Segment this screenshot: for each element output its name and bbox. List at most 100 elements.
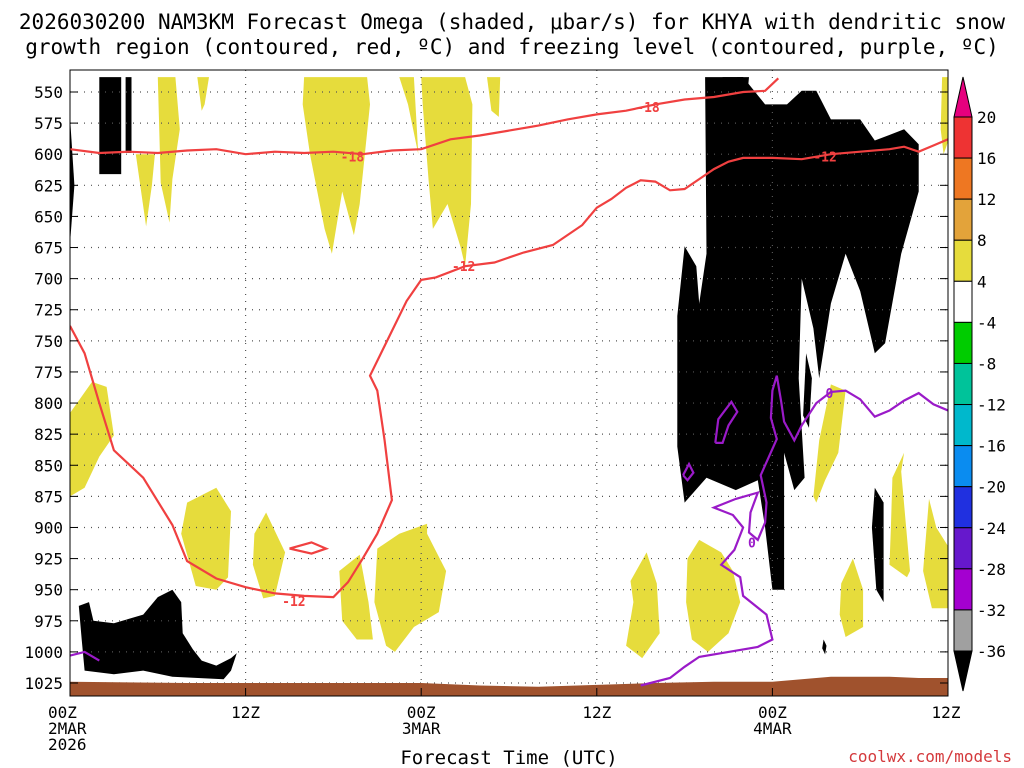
omega-rising-region-7 (681, 299, 697, 404)
contour-label-5: 0 (826, 387, 834, 402)
plot-area: -18 -18 -12 -12 -12 0 0 (69, 69, 949, 697)
y-tick-label-850: 850 (34, 456, 63, 475)
colorbar-bottom-arrow (953, 650, 973, 692)
y-tick-label-925: 925 (34, 550, 63, 569)
colorbar-label-4: 4 (977, 272, 987, 291)
chart-title: 2026030200 NAM3KM Forecast Omega (shaded… (19, 10, 1006, 59)
colorbar-label-0: 20 (977, 108, 996, 127)
colorbar-label-8: -16 (977, 437, 1006, 456)
omega-rising-region-13 (874, 508, 881, 578)
x-tick-label-60-0: 12Z (932, 703, 961, 722)
omega-sinking-region-5 (399, 77, 419, 155)
x-tick-label-48-1: 4MAR (753, 719, 792, 738)
freezing-level-loop-2 (682, 461, 695, 482)
y-tick-label-600: 600 (34, 145, 63, 164)
pressure-axis: 550 575 600 625 650 675 700 725 750 775 800 825 850 8… (24, 83, 948, 693)
omega-sinking-region-2 (157, 77, 180, 223)
dendritic-minus12-contour (70, 138, 948, 599)
omega-rising-region-2 (125, 77, 132, 153)
chart-title-line-2: growth region (contoured, red, ºC) and f… (25, 35, 999, 59)
y-tick-label-1000: 1000 (24, 643, 63, 662)
contour-labels: -18 -18 -12 -12 -12 0 0 (282, 101, 837, 610)
y-tick-label-550: 550 (34, 83, 63, 102)
omega-sinking-region-11 (374, 523, 447, 652)
y-tick-label-575: 575 (34, 114, 63, 133)
colorbar-label-1: 16 (977, 149, 996, 168)
x-tick-label-48-0: 00Z (758, 703, 787, 722)
contour-label-6: 0 (748, 536, 756, 551)
colorbar-segment--16_-12 (953, 404, 973, 447)
colorbar-label-3: 8 (977, 231, 987, 250)
omega-sinking-region-9 (252, 512, 286, 599)
chart-title-line-1: 2026030200 NAM3KM Forecast Omega (shaded… (19, 10, 1006, 34)
y-tick-label-900: 900 (34, 518, 63, 537)
y-tick-label-775: 775 (34, 363, 63, 382)
y-tick-label-750: 750 (34, 332, 63, 351)
x-axis-label: Forecast Time (UTC) (400, 747, 617, 768)
x-tick-label-0-1: 2MAR (48, 719, 87, 738)
contour-label-4: -12 (282, 595, 305, 610)
colorbar-segment--12_-8 (953, 362, 973, 406)
freezing-level-loop-1 (714, 399, 739, 444)
omega-sinking-region-18 (940, 77, 948, 155)
x-tick-label-12-0: 12Z (231, 703, 260, 722)
omega-sinking-region-3 (197, 77, 209, 111)
terrain-fill (70, 676, 948, 696)
colorbar-label-9: -20 (977, 478, 1006, 497)
terrain-surface (70, 676, 948, 696)
y-tick-label-875: 875 (34, 487, 63, 506)
dendritic-minus12-loop (289, 541, 330, 555)
colorbar-segment--32_-28 (953, 568, 973, 611)
y-tick-label-725: 725 (34, 301, 63, 320)
freezing-level-edge (70, 650, 100, 662)
colorbar-segment--28_-24 (953, 527, 973, 570)
omega-rising-region-5 (708, 77, 764, 416)
omega-rising-region-3 (78, 589, 237, 680)
x-tick-label-0-0: 00Z (48, 703, 77, 722)
contour-label-0: -18 (636, 101, 660, 116)
y-tick-label-975: 975 (34, 612, 63, 631)
colorbar-label-6: -8 (977, 354, 996, 373)
colorbar-segment-4_8 (953, 239, 973, 282)
y-tick-label-950: 950 (34, 581, 63, 600)
omega-sinking-region-10 (339, 554, 373, 640)
colorbar-segment--20_-16 (953, 445, 973, 488)
omega-sinking-region-7 (487, 77, 501, 117)
freezing-level-contour (640, 375, 948, 687)
x-tick-label-24-0: 00Z (407, 703, 436, 722)
omega-sinking-region-16 (889, 452, 910, 578)
colorbar-label-12: -32 (977, 601, 1006, 620)
y-tick-label-675: 675 (34, 239, 63, 258)
credit-text: coolwx.com/models (848, 747, 1012, 766)
omega-sinking-region-15 (839, 558, 864, 637)
y-tick-label-825: 825 (34, 425, 63, 444)
omega-sinking-region-1 (135, 154, 155, 227)
y-tick-label-650: 650 (34, 207, 63, 226)
colorbar-segment--36_-32 (953, 609, 973, 652)
colorbar-segment-12_16 (953, 157, 973, 200)
colorbar-segment-16_20 (953, 116, 973, 159)
x-tick-label-36-0: 12Z (582, 703, 611, 722)
colorbar-segment-8_12 (953, 198, 973, 241)
omega-rising-region-1 (99, 77, 122, 175)
omega-sinking-region-17 (923, 498, 948, 609)
colorbar-segment--8_-4 (953, 321, 973, 364)
contour-label-2: -12 (452, 260, 475, 275)
contour-label-3: -12 (813, 151, 836, 166)
colorbar-label-13: -36 (977, 642, 1006, 661)
colorbar: 20 16 12 8 4 -4 -8 -12 -16 -20 -24 -28 -32 -36 (953, 76, 1006, 692)
dendritic-minus18-contour (70, 77, 780, 156)
omega-rising-region-9 (737, 77, 749, 204)
colorbar-label-2: 12 (977, 190, 996, 209)
y-tick-label-700: 700 (34, 270, 63, 289)
colorbar-segment--24_-20 (953, 486, 973, 529)
colorbar-label-11: -28 (977, 560, 1006, 579)
omega-rising-region-14 (822, 639, 827, 655)
contour-label-1: -18 (341, 151, 365, 166)
x-tick-label-24-1: 3MAR (402, 719, 441, 738)
colorbar-label-5: -4 (977, 313, 996, 332)
colorbar-label-10: -24 (977, 519, 1006, 538)
colorbar-segment--4_4 (953, 280, 973, 323)
